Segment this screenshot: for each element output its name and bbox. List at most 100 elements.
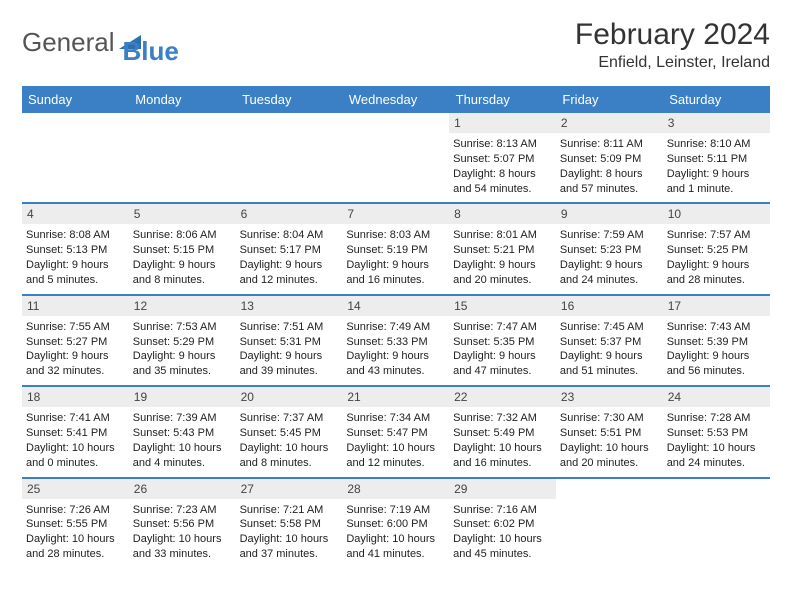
- day-info: Sunrise: 8:08 AMSunset: 5:13 PMDaylight:…: [26, 228, 125, 287]
- calendar-day-cell: 3 Sunrise: 8:10 AMSunset: 5:11 PMDaylight…: [663, 113, 770, 203]
- day-number: 18: [22, 387, 129, 407]
- calendar-day-cell: 27 Sunrise: 7:21 AMSunset: 5:58 PMDayligh…: [236, 478, 343, 568]
- calendar-blank-cell: [22, 113, 129, 203]
- page-title: February 2024: [575, 18, 770, 52]
- calendar-day-cell: 6 Sunrise: 8:04 AMSunset: 5:17 PMDaylight…: [236, 203, 343, 294]
- calendar-day-cell: 4 Sunrise: 8:08 AMSunset: 5:13 PMDaylight…: [22, 203, 129, 294]
- calendar-day-cell: 20Sunrise: 7:37 AMSunset: 5:45 PMDayligh…: [236, 386, 343, 477]
- calendar-day-cell: 15 Sunrise: 7:47 AMSunset: 5:35 PMDayligh…: [449, 295, 556, 386]
- day-info: Sunrise: 7:53 AMSunset: 5:29 PMDaylight:…: [133, 320, 232, 379]
- brand-part1: General: [22, 27, 115, 58]
- calendar-day-cell: 1 Sunrise: 8:13 AMSunset: 5:07 PMDaylight…: [449, 113, 556, 203]
- day-number: 1: [449, 113, 556, 133]
- weekday-header: Tuesday: [236, 86, 343, 113]
- brand-part2: Blue: [123, 36, 179, 67]
- day-number: 10: [663, 204, 770, 224]
- day-number: 19: [129, 387, 236, 407]
- calendar-week-row: 18 Sunrise: 7:41 AMSunset: 5:41 PMDayligh…: [22, 386, 770, 477]
- day-info: Sunrise: 7:32 AMSunset: 5:49 PMDaylight:…: [453, 411, 552, 470]
- calendar-blank-cell: [342, 113, 449, 203]
- day-info: Sunrise: 7:37 AMSunset: 5:45 PMDaylight:…: [240, 411, 339, 470]
- day-number: 2: [556, 113, 663, 133]
- weekday-header: Friday: [556, 86, 663, 113]
- day-number: 17: [663, 296, 770, 316]
- day-info: Sunrise: 7:28 AMSunset: 5:53 PMDaylight:…: [667, 411, 766, 470]
- day-number: 22: [449, 387, 556, 407]
- weekday-header: Sunday: [22, 86, 129, 113]
- day-info: Sunrise: 7:47 AMSunset: 5:35 PMDaylight:…: [453, 320, 552, 379]
- calendar-day-cell: 8Sunrise: 8:01 AMSunset: 5:21 PMDaylight…: [449, 203, 556, 294]
- calendar-week-row: 11 Sunrise: 7:55 AMSunset: 5:27 PMDayligh…: [22, 295, 770, 386]
- day-number: 6: [236, 204, 343, 224]
- day-number: 27: [236, 479, 343, 499]
- day-info: Sunrise: 8:13 AMSunset: 5:07 PMDaylight:…: [453, 137, 552, 196]
- day-info: Sunrise: 7:41 AMSunset: 5:41 PMDaylight:…: [26, 411, 125, 470]
- calendar-day-cell: 19 Sunrise: 7:39 AMSunset: 5:43 PMDayligh…: [129, 386, 236, 477]
- calendar-day-cell: 17Sunrise: 7:43 AMSunset: 5:39 PMDayligh…: [663, 295, 770, 386]
- calendar-day-cell: 7 Sunrise: 8:03 AMSunset: 5:19 PMDaylight…: [342, 203, 449, 294]
- calendar-day-cell: 26Sunrise: 7:23 AMSunset: 5:56 PMDayligh…: [129, 478, 236, 568]
- calendar-week-row: 25 Sunrise: 7:26 AMSunset: 5:55 PMDayligh…: [22, 478, 770, 568]
- day-number: 16: [556, 296, 663, 316]
- day-number: 24: [663, 387, 770, 407]
- calendar-day-cell: 22 Sunrise: 7:32 AMSunset: 5:49 PMDayligh…: [449, 386, 556, 477]
- day-info: Sunrise: 8:03 AMSunset: 5:19 PMDaylight:…: [346, 228, 445, 287]
- weekday-header: Saturday: [663, 86, 770, 113]
- day-info: Sunrise: 7:21 AMSunset: 5:58 PMDaylight:…: [240, 503, 339, 562]
- calendar-day-cell: 12 Sunrise: 7:53 AMSunset: 5:29 PMDayligh…: [129, 295, 236, 386]
- calendar-day-cell: 13 Sunrise: 7:51 AMSunset: 5:31 PMDayligh…: [236, 295, 343, 386]
- day-number: 26: [129, 479, 236, 499]
- weekday-header: Thursday: [449, 86, 556, 113]
- day-number: 12: [129, 296, 236, 316]
- day-number: 14: [342, 296, 449, 316]
- calendar-day-cell: 10 Sunrise: 7:57 AMSunset: 5:25 PMDayligh…: [663, 203, 770, 294]
- day-number: 21: [342, 387, 449, 407]
- calendar-body: 1 Sunrise: 8:13 AMSunset: 5:07 PMDaylight…: [22, 113, 770, 568]
- day-info: Sunrise: 7:51 AMSunset: 5:31 PMDaylight:…: [240, 320, 339, 379]
- weekday-header: Monday: [129, 86, 236, 113]
- header: General Blue February 2024 Enfield, Lein…: [22, 18, 770, 72]
- calendar-day-cell: 2 Sunrise: 8:11 AMSunset: 5:09 PMDaylight…: [556, 113, 663, 203]
- calendar-blank-cell: [236, 113, 343, 203]
- day-number: 29: [449, 479, 556, 499]
- calendar-day-cell: 18 Sunrise: 7:41 AMSunset: 5:41 PMDayligh…: [22, 386, 129, 477]
- weekday-header: Wednesday: [342, 86, 449, 113]
- day-info: Sunrise: 8:04 AMSunset: 5:17 PMDaylight:…: [240, 228, 339, 287]
- day-number: 3: [663, 113, 770, 133]
- calendar-day-cell: 5Sunrise: 8:06 AMSunset: 5:15 PMDaylight…: [129, 203, 236, 294]
- calendar-blank-cell: [129, 113, 236, 203]
- title-block: February 2024 Enfield, Leinster, Ireland: [575, 18, 770, 72]
- calendar-day-cell: 11 Sunrise: 7:55 AMSunset: 5:27 PMDayligh…: [22, 295, 129, 386]
- day-number: 28: [342, 479, 449, 499]
- location-text: Enfield, Leinster, Ireland: [575, 54, 770, 72]
- day-info: Sunrise: 7:16 AMSunset: 6:02 PMDaylight:…: [453, 503, 552, 562]
- day-number: 5: [129, 204, 236, 224]
- day-number: 8: [449, 204, 556, 224]
- calendar-day-cell: 9Sunrise: 7:59 AMSunset: 5:23 PMDaylight…: [556, 203, 663, 294]
- calendar-blank-cell: [663, 478, 770, 568]
- calendar-day-cell: 25 Sunrise: 7:26 AMSunset: 5:55 PMDayligh…: [22, 478, 129, 568]
- day-number: 4: [22, 204, 129, 224]
- day-number: 25: [22, 479, 129, 499]
- calendar-blank-cell: [556, 478, 663, 568]
- day-info: Sunrise: 8:11 AMSunset: 5:09 PMDaylight:…: [560, 137, 659, 196]
- day-info: Sunrise: 7:19 AMSunset: 6:00 PMDaylight:…: [346, 503, 445, 562]
- day-info: Sunrise: 8:10 AMSunset: 5:11 PMDaylight:…: [667, 137, 766, 196]
- day-info: Sunrise: 7:34 AMSunset: 5:47 PMDaylight:…: [346, 411, 445, 470]
- day-number: 11: [22, 296, 129, 316]
- calendar-day-cell: 24 Sunrise: 7:28 AMSunset: 5:53 PMDayligh…: [663, 386, 770, 477]
- calendar-day-cell: 23Sunrise: 7:30 AMSunset: 5:51 PMDayligh…: [556, 386, 663, 477]
- day-number: 9: [556, 204, 663, 224]
- day-info: Sunrise: 7:57 AMSunset: 5:25 PMDaylight:…: [667, 228, 766, 287]
- calendar-day-cell: 16Sunrise: 7:45 AMSunset: 5:37 PMDayligh…: [556, 295, 663, 386]
- day-number: 7: [342, 204, 449, 224]
- calendar-week-row: 1 Sunrise: 8:13 AMSunset: 5:07 PMDaylight…: [22, 113, 770, 203]
- day-info: Sunrise: 7:39 AMSunset: 5:43 PMDaylight:…: [133, 411, 232, 470]
- calendar-day-cell: 14Sunrise: 7:49 AMSunset: 5:33 PMDayligh…: [342, 295, 449, 386]
- calendar-table: SundayMondayTuesdayWednesdayThursdayFrid…: [22, 86, 770, 568]
- day-number: 13: [236, 296, 343, 316]
- day-info: Sunrise: 7:26 AMSunset: 5:55 PMDaylight:…: [26, 503, 125, 562]
- day-number: 15: [449, 296, 556, 316]
- day-info: Sunrise: 7:55 AMSunset: 5:27 PMDaylight:…: [26, 320, 125, 379]
- calendar-week-row: 4 Sunrise: 8:08 AMSunset: 5:13 PMDaylight…: [22, 203, 770, 294]
